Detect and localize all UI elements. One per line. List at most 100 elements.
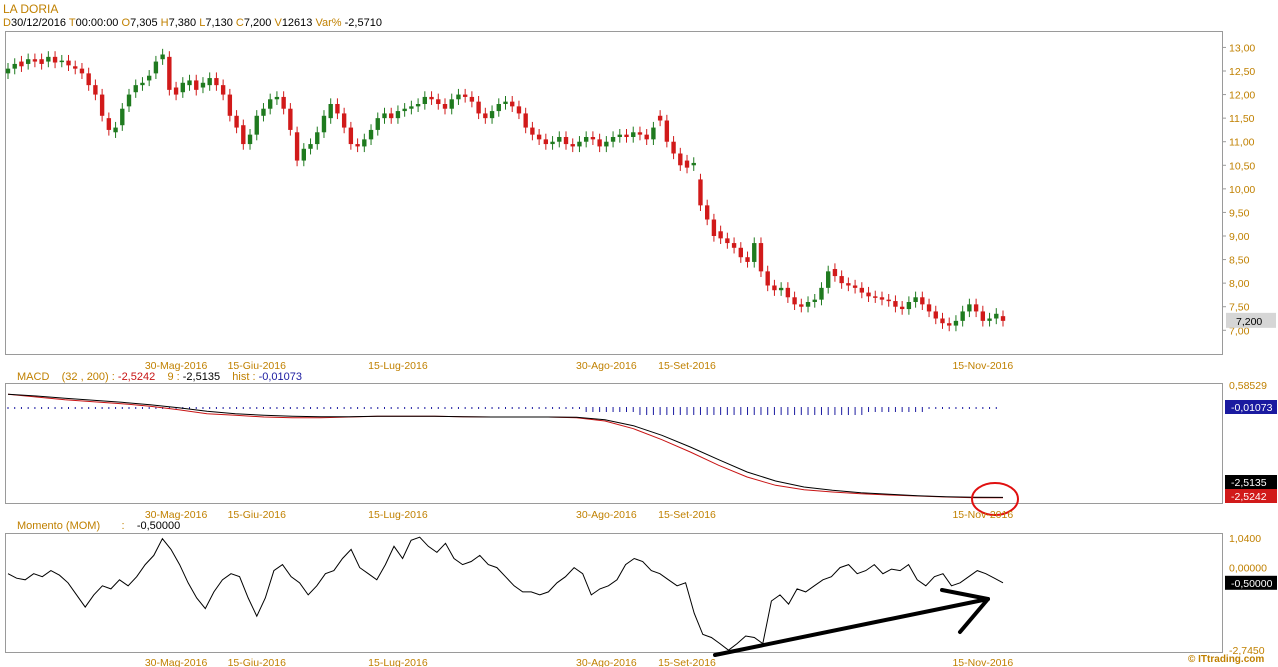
- candle-body: [859, 287, 865, 293]
- candle-body: [637, 132, 643, 135]
- candle-body: [752, 243, 757, 262]
- h-label: H: [160, 17, 169, 29]
- candle-body: [644, 134, 649, 140]
- mom-date-label: 15-Giu-2016: [228, 657, 287, 667]
- hist-value: -0,01073: [258, 371, 303, 383]
- candle-body: [550, 141, 555, 145]
- candle-body: [207, 78, 212, 86]
- macd-date-label: 30-Mag-2016: [145, 509, 208, 521]
- candle-body: [987, 318, 992, 321]
- candle-body: [852, 285, 858, 288]
- candle-body: [994, 313, 999, 319]
- candle-body: [167, 56, 172, 90]
- l-label: L: [199, 17, 206, 29]
- candle-body: [362, 139, 367, 147]
- candle-body: [691, 162, 696, 166]
- candle-body: [382, 113, 387, 119]
- price-date-label: 30-Mag-2016: [145, 360, 208, 372]
- price-panel[interactable]: [5, 31, 1223, 355]
- candle-body: [180, 82, 185, 93]
- candle-body: [160, 54, 165, 60]
- c-value: 7,200: [243, 17, 272, 29]
- candle-body: [241, 125, 246, 145]
- ohlc-header: D30/12/2016 T00:00:00 O7,305 H7,380 L7,1…: [3, 17, 382, 29]
- chart-title: LA DORIA: [3, 2, 59, 16]
- candle-body: [335, 104, 340, 114]
- price-axis-label: 9,00: [1229, 231, 1250, 243]
- candle-body: [819, 287, 824, 300]
- mom-date-label: 15-Set-2016: [658, 657, 716, 667]
- candle-body: [765, 271, 770, 286]
- mom-label: Momento (MOM): [17, 520, 101, 532]
- candle-body: [200, 82, 206, 88]
- candle-body: [12, 63, 17, 69]
- candle-body: [920, 297, 925, 305]
- candle-body: [705, 205, 710, 220]
- price-date-label: 15-Lug-2016: [368, 360, 428, 372]
- candle-body: [301, 148, 306, 161]
- candle-body: [866, 292, 871, 297]
- macd-value: -2,5242: [117, 371, 156, 383]
- annotation-circle: [971, 482, 1019, 516]
- price-axis-label: 8,50: [1229, 255, 1250, 267]
- candle-body: [328, 104, 333, 119]
- candle-body: [711, 219, 717, 236]
- candle-body: [577, 141, 582, 147]
- candle-body: [678, 153, 683, 166]
- macd-date-label: 30-Ago-2016: [576, 509, 637, 521]
- candle-body: [348, 127, 354, 145]
- candle-body: [879, 297, 885, 300]
- candle-body: [281, 96, 286, 109]
- candle-body: [933, 311, 938, 319]
- candle-body: [409, 106, 414, 109]
- candle-body: [449, 99, 454, 109]
- last-price-tag: [1226, 312, 1276, 328]
- candle-body: [402, 108, 407, 112]
- mom-panel[interactable]: [5, 533, 1223, 653]
- macd-date-label: 15-Nov-2016: [952, 509, 1013, 521]
- mom-sep: :: [121, 520, 125, 532]
- mom-date-label: 30-Mag-2016: [145, 657, 208, 667]
- macd-panel[interactable]: [5, 383, 1223, 504]
- signal-tag: [1225, 475, 1277, 489]
- watermark: © ITtrading.com: [1188, 654, 1265, 665]
- candle-body: [288, 108, 293, 130]
- candle-body: [570, 144, 575, 147]
- candle-body: [503, 101, 508, 104]
- candle-body: [32, 59, 38, 62]
- candle-body: [846, 283, 851, 286]
- candle-body: [698, 179, 703, 206]
- candle-body: [980, 311, 986, 321]
- candle-body: [429, 96, 434, 100]
- candle-body: [671, 141, 676, 154]
- candle-body: [126, 94, 132, 107]
- price-axis-label: 13,00: [1229, 42, 1255, 54]
- candle-body: [604, 141, 609, 147]
- candle-body: [832, 269, 838, 277]
- h-value: 7,380: [168, 17, 197, 29]
- candle-body: [113, 127, 118, 133]
- candle-body: [725, 238, 730, 244]
- candle-body: [187, 80, 192, 86]
- candle-body: [967, 304, 972, 312]
- price-axis-label: 7,00: [1229, 325, 1250, 337]
- t-label: T: [68, 17, 76, 29]
- candle-body: [772, 285, 777, 291]
- d-value: 30/12/2016: [10, 17, 67, 29]
- candle-body: [469, 96, 475, 102]
- candle-body: [355, 144, 360, 147]
- candle-body: [456, 94, 461, 100]
- signal-tag-label: -2,5135: [1231, 477, 1267, 489]
- candle-body: [826, 271, 831, 288]
- candle-body: [442, 104, 448, 109]
- t-value: 00:00:00: [75, 17, 119, 29]
- hist-tag-label: -0,01073: [1231, 402, 1273, 414]
- price-axis-label: 12,50: [1229, 66, 1255, 78]
- o-label: O: [121, 17, 131, 29]
- candle-body: [624, 134, 629, 137]
- candle-body: [886, 299, 891, 302]
- signal-value: -2,5135: [182, 371, 221, 383]
- candle-body: [321, 115, 327, 133]
- candle-body: [422, 96, 428, 104]
- candle-body: [785, 287, 791, 298]
